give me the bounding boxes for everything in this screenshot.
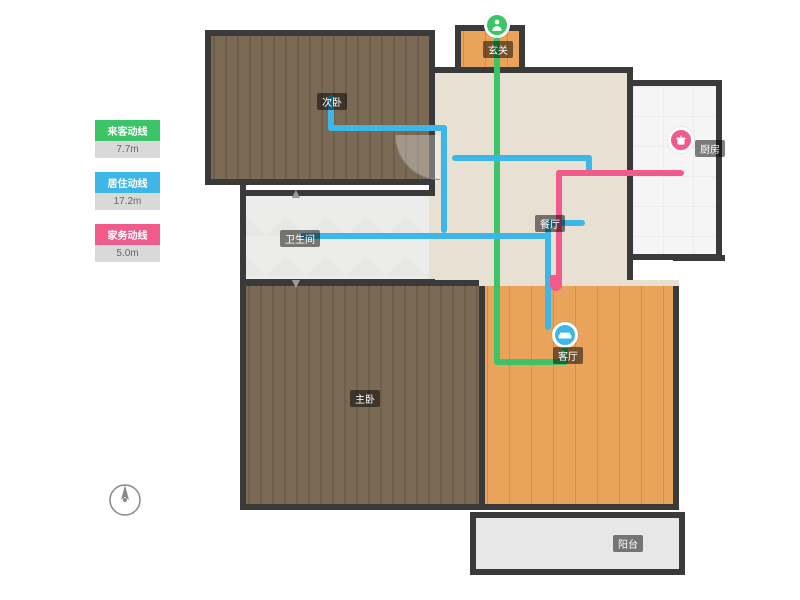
label-entrance: 玄关 — [483, 41, 513, 58]
living-icon — [552, 322, 578, 348]
path-chores — [556, 170, 684, 176]
legend-label-guest: 来客动线 — [95, 120, 160, 141]
path-resident — [300, 233, 550, 239]
label-master-bedroom: 主卧 — [350, 390, 380, 407]
kitchen-icon — [668, 127, 694, 153]
label-bathroom: 卫生间 — [280, 230, 320, 247]
legend-label-resident: 居住动线 — [95, 172, 160, 193]
legend-value-resident: 17.2m — [95, 193, 160, 210]
wall-stub-2 — [240, 185, 246, 285]
legend-label-chores: 家务动线 — [95, 224, 160, 245]
label-balcony: 阳台 — [613, 535, 643, 552]
dining-fill — [479, 280, 679, 286]
label-secondary-bedroom: 次卧 — [317, 93, 347, 110]
legend-value-guest: 7.7m — [95, 141, 160, 158]
path-resident — [328, 125, 447, 131]
path-guest — [494, 25, 500, 365]
legend-value-chores: 5.0m — [95, 245, 160, 262]
legend-item-chores: 家务动线 5.0m — [95, 224, 160, 262]
label-dining: 餐厅 — [535, 215, 565, 232]
slide-arrow-icon: ▼ — [289, 275, 303, 291]
floorplan: ▲ ▼ 玄关 次卧 卫生间 餐厅 厨房 客厅 主卧 阳台 — [205, 25, 725, 585]
slide-arrow-icon: ▲ — [289, 185, 303, 201]
path-resident — [452, 155, 592, 161]
compass-icon — [105, 480, 145, 520]
wall-stub-3 — [627, 67, 633, 87]
room-living — [479, 280, 679, 510]
wall-stub-4 — [673, 255, 725, 261]
legend-item-guest: 来客动线 7.7m — [95, 120, 160, 158]
legend-item-resident: 居住动线 17.2m — [95, 172, 160, 210]
legend: 来客动线 7.7m 居住动线 17.2m 家务动线 5.0m — [95, 120, 160, 276]
label-kitchen: 厨房 — [695, 140, 725, 157]
path-chores — [550, 275, 562, 291]
room-corridor-dining — [435, 67, 633, 287]
entrance-icon — [484, 12, 510, 38]
room-balcony — [470, 512, 685, 575]
path-resident — [441, 125, 447, 233]
label-living: 客厅 — [553, 347, 583, 364]
